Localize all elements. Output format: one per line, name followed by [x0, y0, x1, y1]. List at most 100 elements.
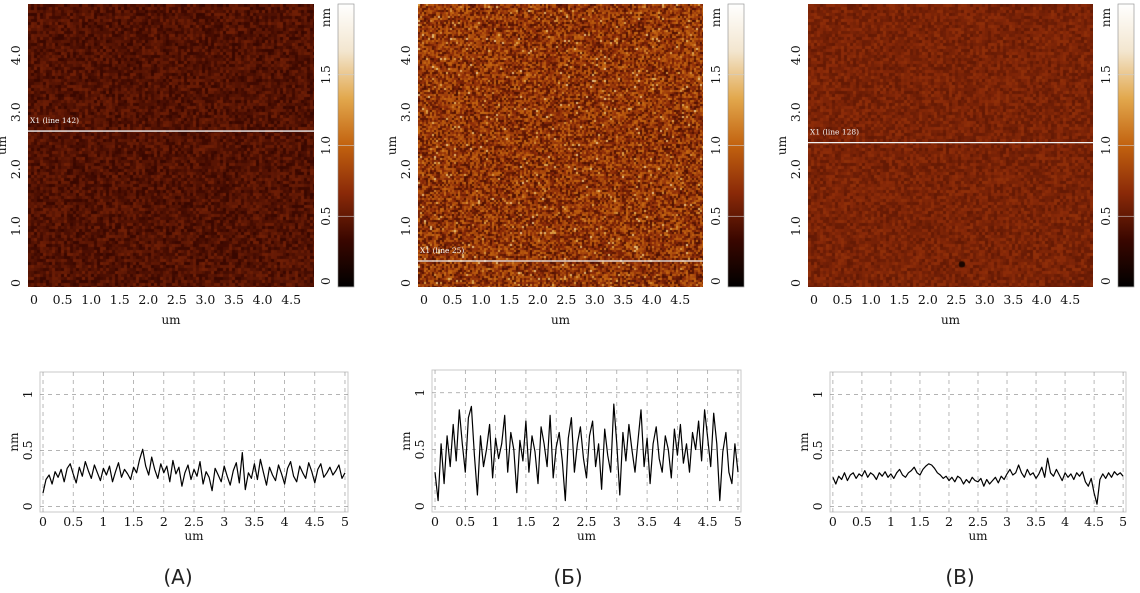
afm-height-map: [28, 4, 314, 287]
colorbar-tick-label: 1.5: [319, 65, 333, 84]
x-tick-label: 4.5: [1060, 292, 1080, 307]
y-tick-label: 0: [412, 502, 427, 510]
x-tick-label: 3.5: [224, 292, 244, 307]
x-tick-label: 0: [829, 514, 837, 529]
colorbar-tick-label: 1.0: [1099, 136, 1113, 155]
x-tick-label: 0: [431, 514, 439, 529]
x-tick-label: 3.5: [1003, 292, 1023, 307]
profile-series: [832, 457, 1124, 505]
x-tick-label: 2: [945, 514, 953, 529]
y-tick-label: 1: [810, 390, 825, 398]
scan-line-label: X1 (line 128): [810, 128, 859, 137]
y-tick-label: 2.0: [8, 159, 23, 179]
x-tick-label: 2: [160, 514, 168, 529]
x-tick-label: 1.5: [499, 292, 519, 307]
x-tick-label: 4.5: [1084, 514, 1104, 529]
x-tick-label: 1.0: [861, 292, 881, 307]
y-tick-label: 0.5: [412, 440, 427, 460]
y-tick-label: 2.0: [398, 159, 413, 179]
x-tick-label: 1.5: [910, 514, 930, 529]
afm-height-map: [808, 4, 1093, 287]
y-tick-label: 3.0: [8, 102, 23, 122]
x-tick-label: 4.5: [305, 514, 325, 529]
x-tick-label: 3.0: [195, 292, 215, 307]
y-tick-label: 4.0: [398, 45, 413, 65]
y-tick-label: 3.0: [788, 102, 803, 122]
x-tick-label: 1.5: [124, 514, 144, 529]
line-profile-3: 0 0.5 1 1.5 2 2.5 3 3.5 4 4.5 5 0 0.5 1 um nm: [797, 371, 1127, 543]
x-tick-label: 0: [420, 292, 428, 307]
colorbar-unit: nm: [1099, 7, 1113, 27]
panel-caption: (A): [163, 565, 192, 589]
y-tick-label: 0: [8, 279, 23, 287]
colorbar-unit: nm: [319, 7, 333, 27]
colorbar-tick-label: 1.5: [1099, 65, 1113, 84]
x-tick-label: 1.5: [889, 292, 909, 307]
colorbar-tick-label: 1.0: [319, 136, 333, 155]
x-tick-label: 1: [492, 514, 500, 529]
x-tick-label: 3: [220, 514, 228, 529]
y-tick-label: 0.5: [20, 440, 35, 460]
profile-series: [434, 403, 739, 502]
x-axis-label: um: [184, 529, 204, 543]
x-tick-label: 0.5: [63, 514, 83, 529]
x-tick-label: 4: [1061, 514, 1069, 529]
x-tick-label: 3.5: [637, 514, 657, 529]
scan-line-label: X1 (line 25): [420, 246, 464, 255]
x-tick-label: 0.5: [443, 292, 463, 307]
plot-frame: [39, 371, 349, 513]
y-tick-label: 4.0: [8, 45, 23, 65]
x-axis-label: um: [941, 313, 961, 327]
y-axis-label: nm: [399, 431, 413, 451]
x-tick-label: 0: [30, 292, 38, 307]
y-tick-label: 0: [398, 279, 413, 287]
afm-height-map: [418, 4, 703, 287]
y-axis-label: um: [0, 135, 9, 155]
x-tick-label: 2.0: [138, 292, 158, 307]
x-tick-label: 3.5: [613, 292, 633, 307]
x-tick-label: 3.5: [1026, 514, 1046, 529]
x-tick-label: 5: [341, 514, 349, 529]
y-axis-label: nm: [797, 432, 811, 452]
y-tick-label: 3.0: [398, 102, 413, 122]
x-tick-label: 2: [552, 514, 560, 529]
x-tick-label: 4.0: [1032, 292, 1052, 307]
afm-map-2: X1 (line 25) 0 0.5 1.0 1.5 2.0 2.5 3.0 3.5 4.0 4.5…: [385, 3, 745, 327]
y-tick-label: 2.0: [788, 159, 803, 179]
x-tick-label: 1.5: [516, 514, 536, 529]
x-tick-label: 3.0: [585, 292, 605, 307]
x-tick-label: 3.5: [244, 514, 264, 529]
x-tick-label: 5: [1119, 514, 1127, 529]
plot-frame: [431, 369, 742, 513]
x-tick-label: 2.5: [968, 514, 988, 529]
y-tick-label: 1.0: [398, 216, 413, 236]
panel-caption: (В): [945, 565, 974, 589]
afm-map-3: X1 (line 128) 0 0.5 1.0 1.5 2.0 2.5 3.0 3.5 4.0 4.…: [775, 3, 1135, 327]
x-tick-label: 4.0: [642, 292, 662, 307]
colorbar-tick-label: 0.5: [709, 207, 723, 226]
afm-map-1: X1 (line 142) 0 0.5 1.0 1.5 2.0 2.5 3.0 3.5 4.0 4.…: [0, 3, 355, 327]
x-tick-label: 0.5: [833, 292, 853, 307]
colorbar-tick-label: 1.5: [709, 65, 723, 84]
x-tick-label: 1: [99, 514, 107, 529]
x-axis-label: um: [551, 313, 571, 327]
x-tick-label: 1.5: [110, 292, 130, 307]
x-tick-label: 0.5: [852, 514, 872, 529]
x-tick-label: 1.0: [81, 292, 101, 307]
colorbar-unit: nm: [709, 7, 723, 27]
x-tick-label: 3: [1003, 514, 1011, 529]
y-tick-label: 1.0: [8, 216, 23, 236]
colorbar-tick-label: 0.5: [1099, 207, 1113, 226]
x-tick-label: 3.0: [975, 292, 995, 307]
plot-frame: [829, 371, 1127, 513]
y-tick-label: 1: [412, 389, 427, 397]
x-tick-label: 1: [887, 514, 895, 529]
y-axis-label: nm: [7, 432, 21, 452]
x-tick-label: 2.0: [528, 292, 548, 307]
colorbar-tick-label: 0.5: [319, 207, 333, 226]
colorbar-tick-label: 1.0: [709, 136, 723, 155]
y-tick-label: 0: [810, 502, 825, 510]
profile-series: [42, 448, 346, 494]
y-tick-label: 1.0: [788, 216, 803, 236]
x-tick-label: 2.5: [167, 292, 187, 307]
